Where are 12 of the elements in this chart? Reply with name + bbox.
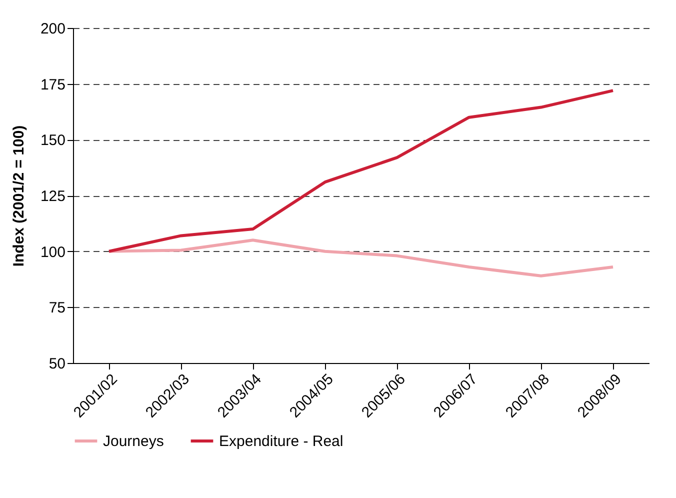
line-series: [108, 89, 614, 253]
y-tick-label: 125: [40, 188, 66, 205]
legend-label: Journeys: [103, 433, 164, 450]
legend-label: Expenditure - Real: [219, 433, 344, 450]
y-tick-label: 175: [40, 76, 66, 94]
y-tick-label: 150: [40, 132, 66, 150]
y-axis-title: Index (2001/2 = 100): [10, 125, 28, 267]
y-tick-label: 100: [40, 244, 66, 261]
y-tick-label: 75: [48, 300, 66, 317]
line-series: [108, 238, 614, 278]
y-tick-label: 50: [48, 356, 66, 372]
y-tick-label: 200: [40, 20, 66, 38]
